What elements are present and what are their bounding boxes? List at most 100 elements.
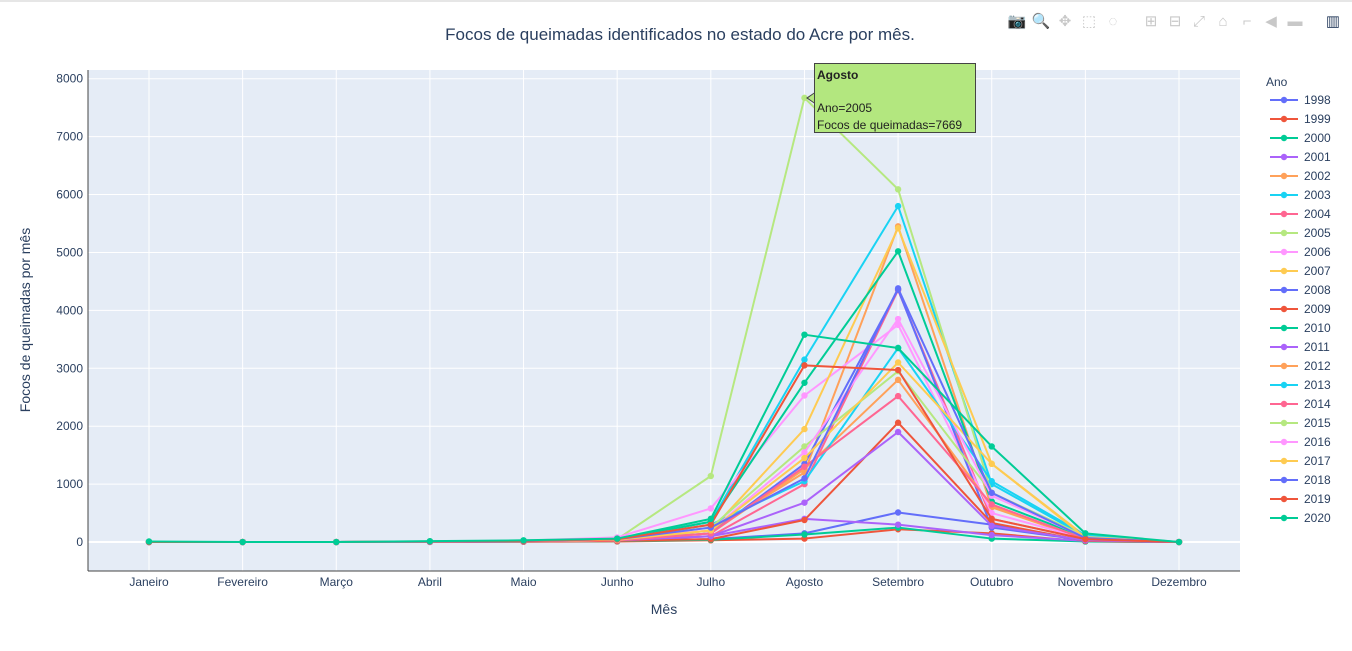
data-point — [426, 537, 434, 545]
legend-label: 2012 — [1304, 359, 1331, 373]
legend-item[interactable]: 2000 — [1270, 131, 1331, 145]
data-point — [988, 489, 995, 497]
legend-marker — [1280, 343, 1288, 351]
legend-item[interactable]: 2011 — [1270, 340, 1330, 354]
data-point — [894, 202, 902, 210]
legend-item[interactable]: 2007 — [1270, 264, 1331, 278]
data-point — [988, 443, 995, 450]
data-point — [894, 376, 902, 384]
legend-item[interactable]: 1999 — [1270, 112, 1331, 126]
autoscale-icon[interactable]: ⤢ — [1192, 12, 1205, 30]
pan-icon[interactable]: ✥ — [1058, 13, 1072, 30]
data-point — [988, 515, 995, 523]
hover-compare-icon[interactable]: ▬ — [1287, 12, 1303, 30]
legend-item[interactable]: 1998 — [1270, 93, 1331, 107]
legend-item[interactable]: 2004 — [1270, 207, 1331, 221]
spike-lines-icon[interactable]: ⌐ — [1242, 12, 1252, 30]
legend-item[interactable]: 2002 — [1270, 169, 1331, 183]
data-point — [894, 419, 902, 426]
data-point — [1082, 530, 1089, 537]
legend-label: 2005 — [1304, 226, 1331, 240]
tooltip-title: Agosto — [817, 68, 859, 82]
legend-marker — [1280, 191, 1288, 199]
legend-item[interactable]: 2015 — [1270, 416, 1331, 430]
x-tick-label: Dezembro — [1151, 575, 1207, 589]
legend-item[interactable]: 2016 — [1270, 435, 1331, 449]
data-point — [1082, 535, 1089, 543]
legend-marker — [1280, 172, 1288, 180]
zoom-icon[interactable]: 🔍 — [1031, 13, 1051, 30]
tooltip-arrow-fill — [808, 93, 815, 103]
plotly-logo-icon[interactable]: ▥ — [1325, 13, 1341, 30]
legend-item[interactable]: 2013 — [1270, 378, 1331, 392]
legend-label: 2001 — [1304, 150, 1331, 164]
data-point — [801, 356, 808, 363]
legend-item[interactable]: 2018 — [1270, 473, 1331, 487]
legend-item[interactable]: 2019 — [1270, 492, 1331, 506]
legend-label: 2000 — [1304, 131, 1331, 145]
reset-axes-icon[interactable]: ⌂ — [1218, 12, 1228, 30]
y-tick-label: 2000 — [56, 419, 83, 433]
data-point — [801, 475, 808, 482]
legend-label: 1998 — [1304, 93, 1331, 107]
data-point — [894, 366, 902, 374]
lasso-select-icon[interactable]: ◌ — [1108, 12, 1118, 30]
y-tick-label: 4000 — [56, 303, 83, 317]
camera-icon[interactable]: 📷 — [1007, 13, 1027, 30]
y-tick-label: 0 — [76, 535, 83, 549]
data-point — [801, 443, 808, 450]
legend-item[interactable]: 2001 — [1270, 150, 1331, 164]
legend-label: 2015 — [1304, 416, 1331, 430]
zoom-out-icon[interactable]: ⊟ — [1168, 13, 1182, 30]
legend-item[interactable]: 2017 — [1270, 454, 1331, 468]
data-point — [520, 537, 527, 544]
legend-item[interactable]: 2010 — [1270, 321, 1331, 335]
hover-tooltip: Agosto Ano=2005 Focos de queimadas=7669 — [814, 63, 976, 133]
data-point — [145, 538, 153, 545]
data-point — [707, 472, 715, 480]
data-point — [801, 379, 808, 386]
data-point — [707, 515, 715, 523]
y-tick-label: 6000 — [56, 188, 83, 202]
box-select-icon[interactable]: ⬚ — [1081, 13, 1097, 30]
data-point — [988, 531, 995, 539]
data-point — [894, 344, 902, 352]
y-tick-label: 5000 — [56, 245, 83, 259]
legend-marker — [1280, 96, 1288, 104]
data-point — [894, 509, 902, 516]
data-point — [894, 248, 902, 255]
legend-marker — [1280, 495, 1288, 503]
y-tick-label: 1000 — [56, 477, 83, 491]
legend-marker — [1280, 514, 1288, 522]
legend-item[interactable]: 2005 — [1270, 226, 1331, 240]
legend-marker — [1280, 229, 1288, 237]
data-point — [801, 531, 808, 538]
tooltip-value: Focos de queimadas=7669 — [817, 118, 963, 132]
legend-marker — [1280, 438, 1288, 446]
legend-item[interactable]: 2012 — [1270, 359, 1331, 373]
legend-marker — [1280, 381, 1288, 389]
legend-item[interactable]: 2014 — [1270, 397, 1331, 411]
data-point — [988, 501, 995, 508]
legend-item[interactable]: 2008 — [1270, 283, 1331, 297]
data-point — [988, 460, 995, 468]
legend-item[interactable]: 2006 — [1270, 245, 1331, 259]
legend-item[interactable]: 2009 — [1270, 302, 1331, 316]
data-point — [613, 535, 621, 542]
legend-item[interactable]: 2020 — [1270, 511, 1331, 525]
series-line — [148, 333, 1180, 544]
x-tick-label: Novembro — [1058, 575, 1114, 589]
x-tick-label: Setembro — [872, 575, 924, 589]
data-point — [894, 186, 902, 193]
hover-closest-icon[interactable]: ◀ — [1265, 13, 1277, 30]
legend-marker — [1280, 248, 1288, 256]
legend-label: 2003 — [1304, 188, 1331, 202]
legend-marker — [1280, 267, 1288, 275]
plot-area — [88, 70, 1240, 571]
legend-item[interactable]: 2003 — [1270, 188, 1331, 202]
zoom-in-icon[interactable]: ⊞ — [1144, 13, 1158, 30]
legend-label: 2007 — [1304, 264, 1331, 278]
x-tick-label: Julho — [696, 575, 725, 589]
legend-marker — [1280, 457, 1288, 465]
